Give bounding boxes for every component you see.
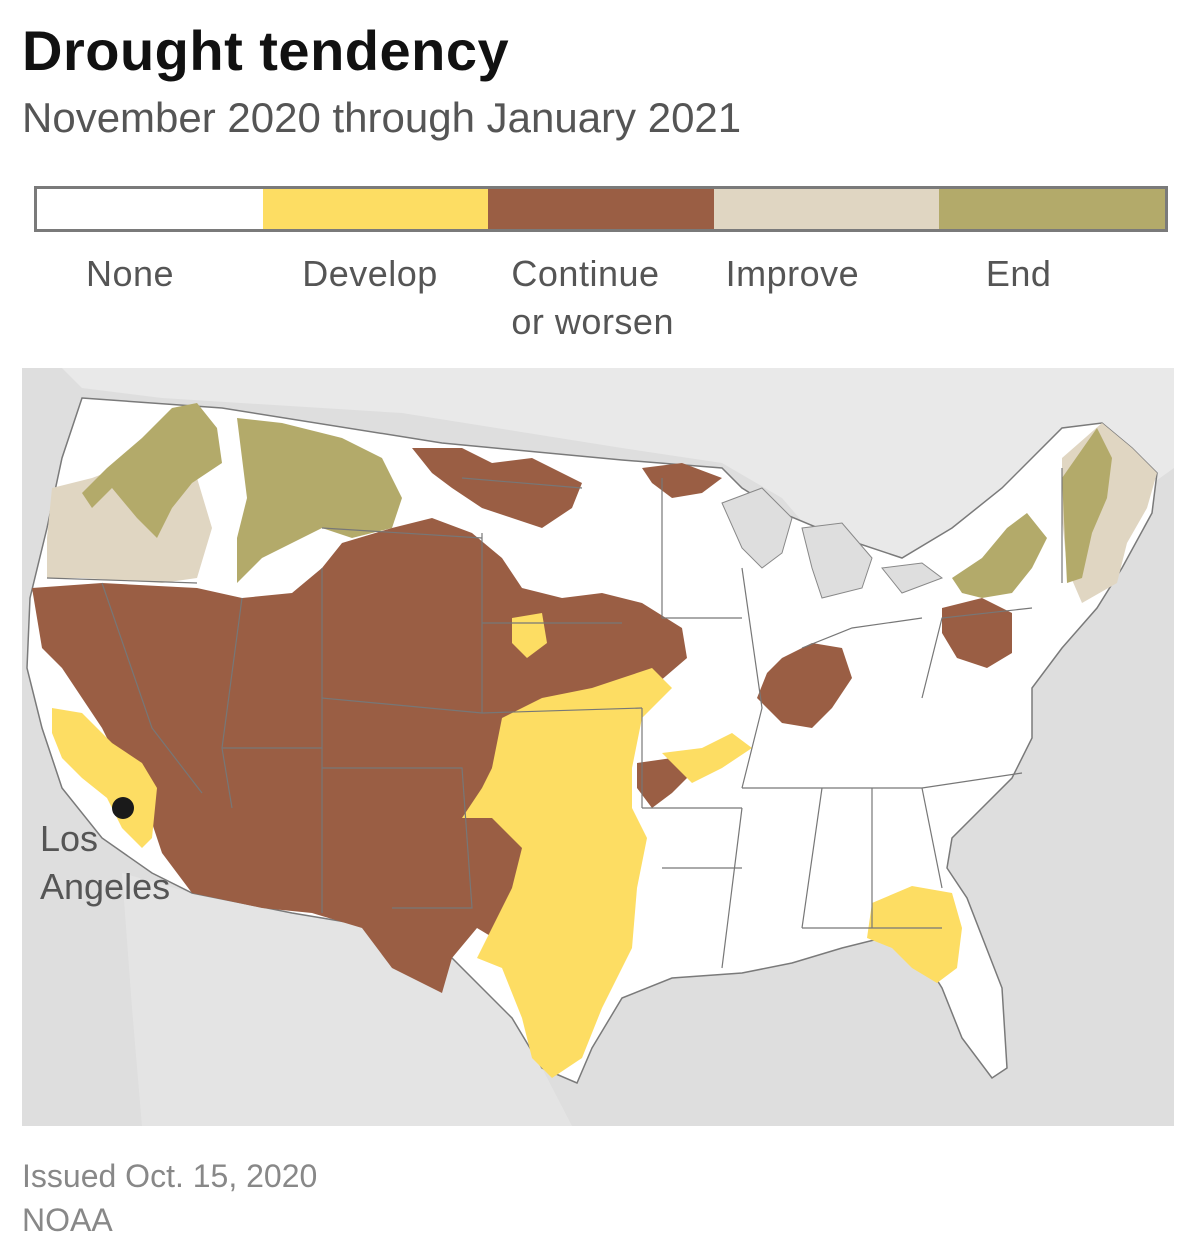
region-end-montana [237, 418, 402, 583]
source-credit: NOAA [22, 1202, 113, 1238]
footer: Issued Oct. 15, 2020 NOAA [22, 1154, 317, 1242]
region-end-northeast [1062, 428, 1112, 583]
state-borders [46, 468, 1063, 969]
region-continue-dakotas [412, 448, 582, 528]
legend-label-end: End [985, 253, 1052, 294]
legend-labels: None Develop Continue or worsen Improve … [34, 250, 1168, 346]
map-subtitle: November 2020 through January 2021 [22, 94, 742, 141]
region-develop-missouri [662, 733, 752, 783]
mexico-land [122, 873, 572, 1126]
region-continue-indiana [757, 643, 852, 728]
region-develop-southeast [867, 886, 962, 983]
map-title: Drought tendency [22, 19, 510, 82]
legend-label-none: None [86, 253, 175, 294]
issued-date: Issued Oct. 15, 2020 [22, 1158, 318, 1194]
legend-label-improve: Improve [725, 253, 860, 294]
legend-label-continue: Continue or worsen [511, 253, 674, 342]
region-continue-missouri [637, 758, 692, 808]
region-end-new-york [952, 513, 1047, 598]
great-lakes [721, 487, 944, 599]
los-angeles-marker [112, 797, 134, 819]
legend-swatch-develop [262, 189, 489, 229]
legend-swatch-end [939, 189, 1165, 229]
canada-land [62, 368, 1174, 593]
legend-color-bar [34, 186, 1168, 232]
legend-swatch-none [37, 189, 263, 229]
legend-swatch-continue [488, 189, 714, 229]
region-develop-plains [462, 668, 672, 1078]
legend-label-develop: Develop [302, 253, 438, 294]
region-end-pacific-nw [82, 403, 222, 538]
los-angeles-label: Los Angeles [40, 818, 171, 907]
legend-swatch-improve [713, 189, 940, 229]
region-develop-nebraska [512, 613, 547, 658]
drought-map [22, 368, 1174, 1126]
